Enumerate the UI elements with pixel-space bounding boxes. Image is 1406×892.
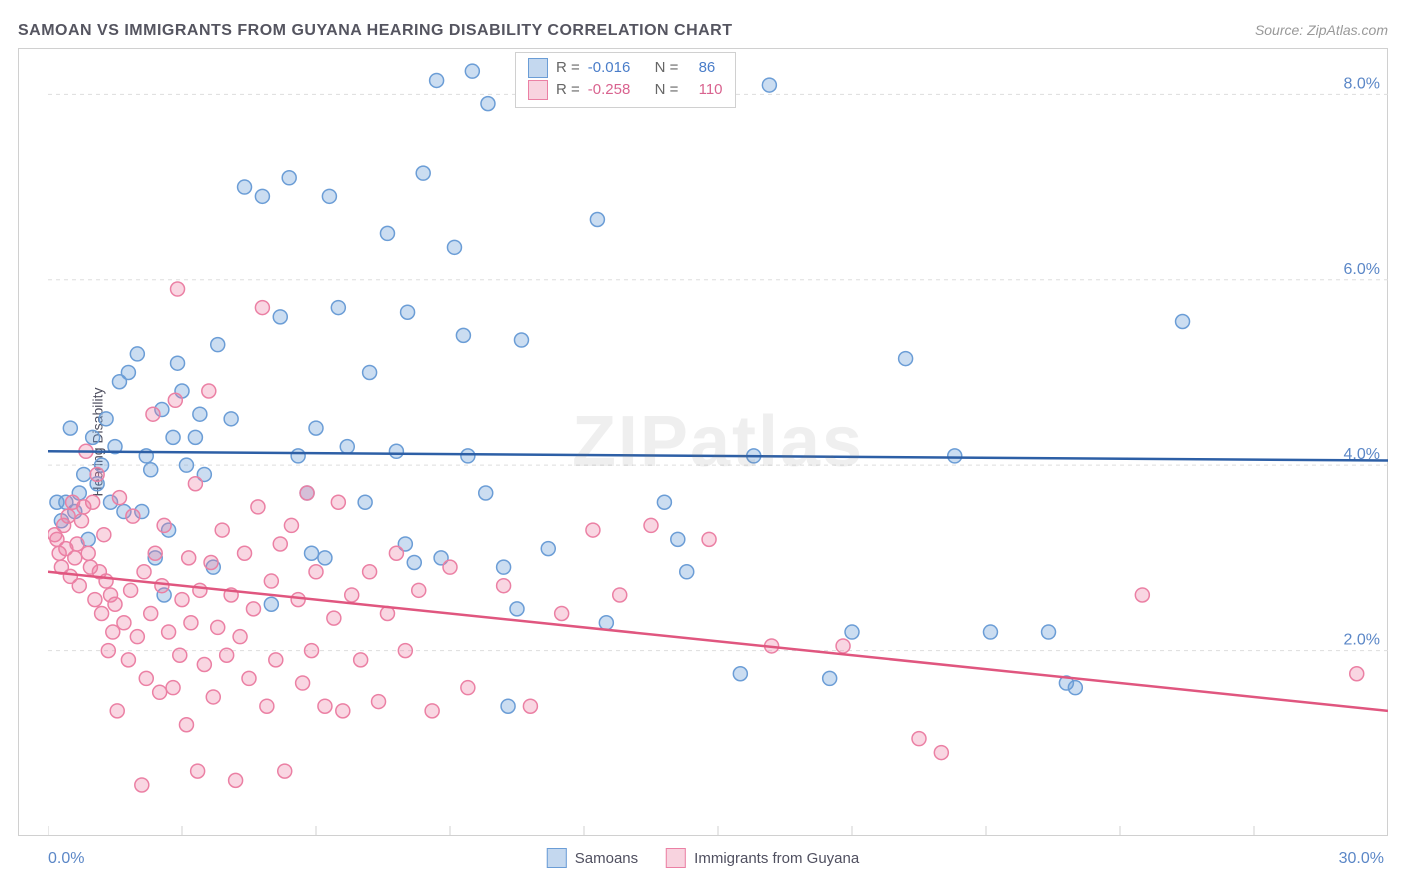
r-label: R = [556, 57, 580, 79]
legend-label-samoans: Samoans [575, 850, 638, 867]
swatch-blue-icon [547, 848, 567, 868]
svg-text:6.0%: 6.0% [1344, 261, 1380, 278]
n-label: N = [655, 79, 679, 101]
stats-row-samoans: R = -0.016 N = 86 [528, 57, 723, 79]
n-label: N = [655, 57, 679, 79]
swatch-pink-icon [666, 848, 686, 868]
r-value-guyana: -0.258 [588, 79, 631, 101]
source-credit: Source: ZipAtlas.com [1255, 22, 1388, 38]
svg-text:8.0%: 8.0% [1344, 75, 1380, 92]
stats-legend: R = -0.016 N = 86 R = -0.258 N = 110 [515, 52, 736, 108]
r-label: R = [556, 79, 580, 101]
source-prefix: Source: [1255, 22, 1307, 38]
series-legend: Samoans Immigrants from Guyana [547, 848, 859, 868]
x-axis-max: 30.0% [1339, 850, 1384, 868]
chart-title: SAMOAN VS IMMIGRANTS FROM GUYANA HEARING… [18, 22, 733, 40]
plot-area: 2.0%4.0%6.0%8.0% ZIPatlas [48, 48, 1388, 836]
legend-item-guyana: Immigrants from Guyana [666, 848, 859, 868]
r-value-samoans: -0.016 [588, 57, 631, 79]
n-value-samoans: 86 [699, 57, 716, 79]
x-axis-min: 0.0% [48, 850, 84, 868]
legend-item-samoans: Samoans [547, 848, 638, 868]
swatch-pink-icon [528, 80, 548, 100]
n-value-guyana: 110 [699, 79, 723, 101]
source-link[interactable]: ZipAtlas.com [1307, 22, 1388, 38]
swatch-blue-icon [528, 58, 548, 78]
scatter-svg: 2.0%4.0%6.0%8.0% [48, 48, 1388, 836]
stats-row-guyana: R = -0.258 N = 110 [528, 79, 723, 101]
legend-label-guyana: Immigrants from Guyana [694, 850, 859, 867]
svg-text:2.0%: 2.0% [1344, 632, 1380, 649]
